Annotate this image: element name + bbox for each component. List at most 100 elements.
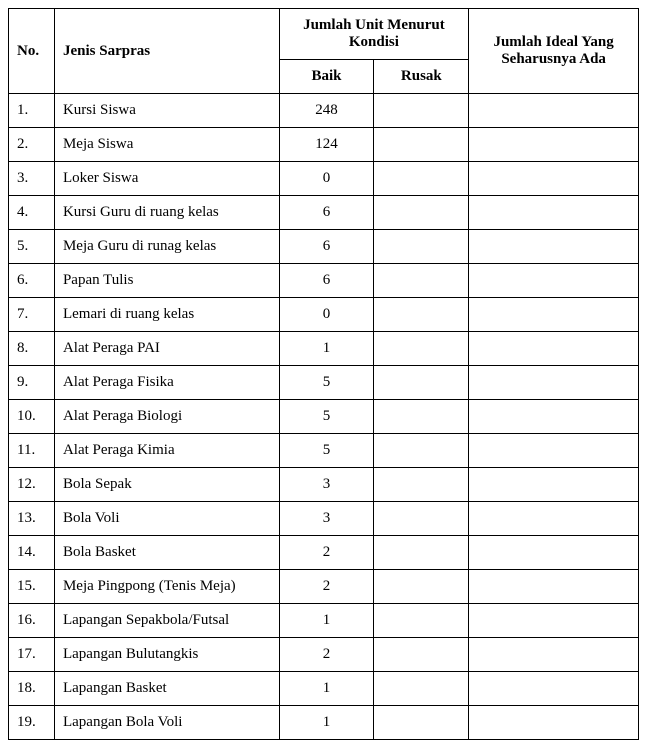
cell-rusak xyxy=(374,434,469,468)
table-row: 13.Bola Voli3 xyxy=(9,502,639,536)
cell-no: 3. xyxy=(9,162,55,196)
cell-rusak xyxy=(374,298,469,332)
table-row: 5.Meja Guru di runag kelas6 xyxy=(9,230,639,264)
cell-no: 13. xyxy=(9,502,55,536)
cell-no: 1. xyxy=(9,94,55,128)
cell-no: 10. xyxy=(9,400,55,434)
cell-rusak xyxy=(374,230,469,264)
table-row: 14.Bola Basket2 xyxy=(9,536,639,570)
cell-ideal xyxy=(469,604,639,638)
table-row: 4.Kursi Guru di ruang kelas6 xyxy=(9,196,639,230)
cell-baik: 248 xyxy=(279,94,374,128)
cell-jenis: Alat Peraga Biologi xyxy=(54,400,279,434)
cell-ideal xyxy=(469,366,639,400)
table-row: 15.Meja Pingpong (Tenis Meja)2 xyxy=(9,570,639,604)
table-row: 9.Alat Peraga Fisika5 xyxy=(9,366,639,400)
cell-baik: 2 xyxy=(279,638,374,672)
cell-jenis: Loker Siswa xyxy=(54,162,279,196)
cell-rusak xyxy=(374,162,469,196)
cell-baik: 2 xyxy=(279,536,374,570)
cell-ideal xyxy=(469,128,639,162)
cell-ideal xyxy=(469,638,639,672)
cell-jenis: Bola Sepak xyxy=(54,468,279,502)
cell-baik: 6 xyxy=(279,230,374,264)
cell-baik: 124 xyxy=(279,128,374,162)
cell-rusak xyxy=(374,94,469,128)
table-body: 1.Kursi Siswa2482.Meja Siswa1243.Loker S… xyxy=(9,94,639,740)
cell-no: 9. xyxy=(9,366,55,400)
cell-jenis: Bola Basket xyxy=(54,536,279,570)
cell-ideal xyxy=(469,264,639,298)
cell-jenis: Meja Siswa xyxy=(54,128,279,162)
table-header: No. Jenis Sarpras Jumlah Unit Menurut Ko… xyxy=(9,9,639,94)
cell-no: 6. xyxy=(9,264,55,298)
cell-rusak xyxy=(374,536,469,570)
cell-rusak xyxy=(374,502,469,536)
cell-baik: 1 xyxy=(279,672,374,706)
cell-no: 11. xyxy=(9,434,55,468)
cell-no: 12. xyxy=(9,468,55,502)
cell-ideal xyxy=(469,434,639,468)
cell-jenis: Papan Tulis xyxy=(54,264,279,298)
cell-ideal xyxy=(469,298,639,332)
cell-ideal xyxy=(469,94,639,128)
cell-ideal xyxy=(469,570,639,604)
cell-no: 5. xyxy=(9,230,55,264)
cell-jenis: Kursi Guru di ruang kelas xyxy=(54,196,279,230)
table-row: 17.Lapangan Bulutangkis2 xyxy=(9,638,639,672)
table-row: 7.Lemari di ruang kelas0 xyxy=(9,298,639,332)
header-kondisi-group: Jumlah Unit Menurut Kondisi xyxy=(279,9,469,60)
cell-jenis: Alat Peraga Kimia xyxy=(54,434,279,468)
table-row: 8.Alat Peraga PAI1 xyxy=(9,332,639,366)
cell-rusak xyxy=(374,264,469,298)
cell-jenis: Alat Peraga Fisika xyxy=(54,366,279,400)
cell-jenis: Lapangan Bulutangkis xyxy=(54,638,279,672)
cell-rusak xyxy=(374,638,469,672)
cell-baik: 1 xyxy=(279,604,374,638)
cell-no: 8. xyxy=(9,332,55,366)
cell-jenis: Lapangan Sepakbola/Futsal xyxy=(54,604,279,638)
header-baik: Baik xyxy=(279,60,374,94)
cell-no: 2. xyxy=(9,128,55,162)
cell-baik: 2 xyxy=(279,570,374,604)
cell-jenis: Meja Guru di runag kelas xyxy=(54,230,279,264)
cell-baik: 3 xyxy=(279,468,374,502)
cell-ideal xyxy=(469,672,639,706)
cell-rusak xyxy=(374,468,469,502)
header-no: No. xyxy=(9,9,55,94)
cell-jenis: Alat Peraga PAI xyxy=(54,332,279,366)
table-row: 18.Lapangan Basket1 xyxy=(9,672,639,706)
table-row: 3.Loker Siswa0 xyxy=(9,162,639,196)
cell-rusak xyxy=(374,332,469,366)
cell-jenis: Meja Pingpong (Tenis Meja) xyxy=(54,570,279,604)
cell-ideal xyxy=(469,468,639,502)
cell-rusak xyxy=(374,128,469,162)
cell-baik: 6 xyxy=(279,196,374,230)
cell-jenis: Lemari di ruang kelas xyxy=(54,298,279,332)
cell-jenis: Bola Voli xyxy=(54,502,279,536)
cell-no: 4. xyxy=(9,196,55,230)
cell-baik: 5 xyxy=(279,434,374,468)
table-row: 2.Meja Siswa124 xyxy=(9,128,639,162)
cell-baik: 5 xyxy=(279,400,374,434)
cell-rusak xyxy=(374,570,469,604)
cell-no: 15. xyxy=(9,570,55,604)
cell-ideal xyxy=(469,536,639,570)
cell-rusak xyxy=(374,366,469,400)
cell-no: 14. xyxy=(9,536,55,570)
cell-jenis: Kursi Siswa xyxy=(54,94,279,128)
header-ideal: Jumlah Ideal Yang Seharusnya Ada xyxy=(469,9,639,94)
cell-rusak xyxy=(374,672,469,706)
cell-ideal xyxy=(469,332,639,366)
cell-rusak xyxy=(374,604,469,638)
cell-ideal xyxy=(469,502,639,536)
cell-baik: 0 xyxy=(279,298,374,332)
header-row-1: No. Jenis Sarpras Jumlah Unit Menurut Ko… xyxy=(9,9,639,60)
table-row: 10.Alat Peraga Biologi5 xyxy=(9,400,639,434)
cell-no: 17. xyxy=(9,638,55,672)
cell-rusak xyxy=(374,196,469,230)
header-jenis: Jenis Sarpras xyxy=(54,9,279,94)
table-row: 6.Papan Tulis6 xyxy=(9,264,639,298)
table-row: 12.Bola Sepak3 xyxy=(9,468,639,502)
table-row: 1.Kursi Siswa248 xyxy=(9,94,639,128)
